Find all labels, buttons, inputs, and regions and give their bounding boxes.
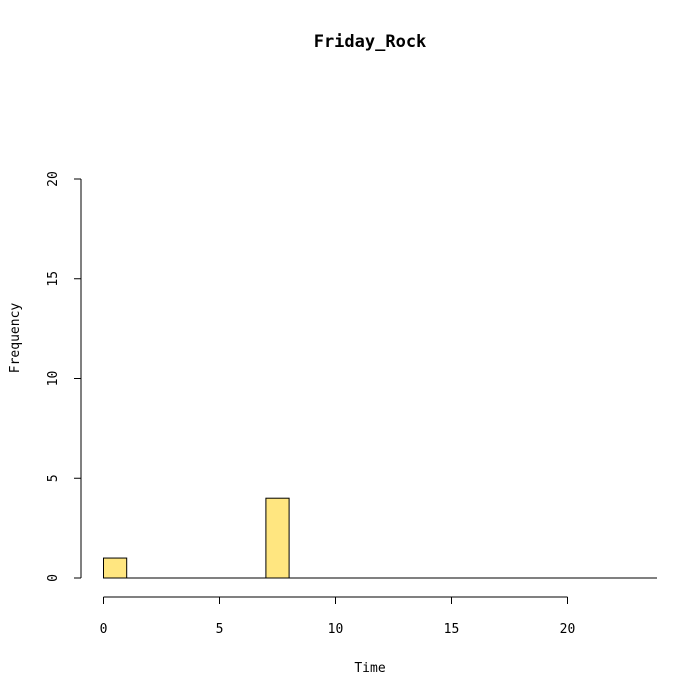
x-axis-label: Time: [354, 661, 385, 676]
y-axis-label: Frequency: [8, 303, 23, 374]
y-tick-label: 5: [46, 474, 61, 482]
y-tick-label: 10: [46, 371, 61, 387]
chart-title: Friday_Rock: [314, 32, 427, 52]
x-axis: 0 5 10 15 20: [100, 596, 576, 637]
bars-layer: [103, 497, 657, 579]
histogram-bar: [265, 497, 290, 579]
histogram-bar: [103, 557, 128, 579]
y-axis: 0 5 10 15 20: [46, 171, 82, 582]
y-tick-label: 0: [46, 574, 61, 582]
x-tick-label: 20: [560, 622, 576, 637]
x-tick-label: 15: [444, 622, 460, 637]
x-tick-label: 0: [100, 622, 108, 637]
y-tick-label: 15: [46, 271, 61, 287]
y-tick-label: 20: [46, 171, 61, 187]
x-tick-label: 10: [328, 622, 344, 637]
x-tick-label: 5: [216, 622, 224, 637]
